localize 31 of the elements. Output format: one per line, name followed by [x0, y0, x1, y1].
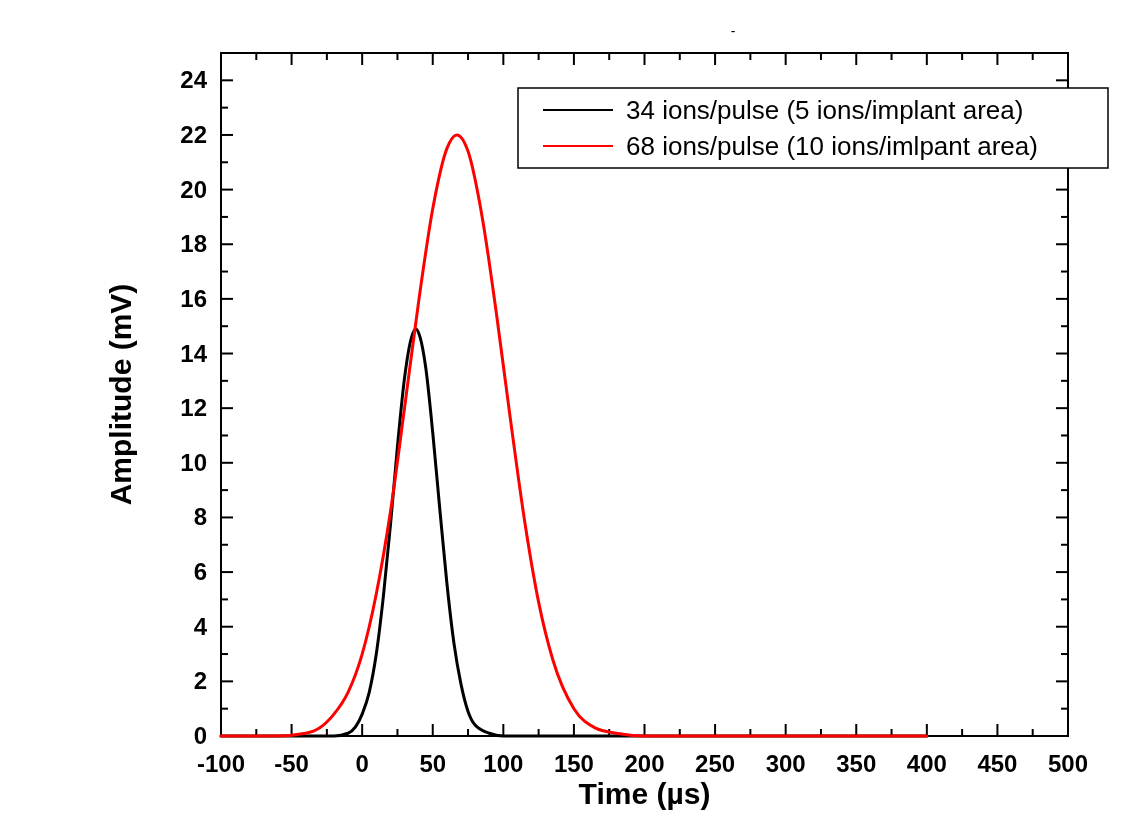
legend-label: 34 ions/pulse (5 ions/implant area): [626, 95, 1024, 125]
y-tick-label: 4: [193, 612, 208, 640]
x-tick-label: 0: [355, 750, 369, 777]
x-tick-label: -100: [196, 750, 246, 777]
y-tick-label: 2: [193, 667, 207, 695]
x-tick-label: 150: [553, 750, 594, 777]
x-tick-label: 350: [836, 750, 877, 777]
y-tick-label: 8: [193, 503, 207, 531]
x-tick-label: 200: [624, 750, 665, 777]
x-tick-label: 400: [906, 750, 947, 777]
legend-label: 68 ions/pulse (10 ions/imlpant area): [626, 131, 1038, 161]
x-tick-label: 100: [483, 750, 524, 777]
y-tick-label: 0: [193, 722, 207, 749]
x-axis-title: Time (µs): [578, 777, 711, 810]
y-tick-label: 10: [180, 448, 207, 476]
x-tick-label: 500: [1047, 750, 1089, 777]
y-tick-label: 20: [180, 175, 207, 203]
x-tick-label: 450: [977, 750, 1018, 777]
y-tick-label: 24: [180, 66, 208, 94]
y-tick-label: 18: [180, 230, 207, 258]
x-tick-label: 50: [419, 750, 447, 777]
y-tick-label: 16: [180, 284, 207, 312]
chart-title: -: [730, 23, 736, 39]
x-tick-label: 250: [695, 750, 736, 777]
y-axis-title: Amplitude (mV): [104, 283, 137, 506]
y-tick-label: 22: [180, 120, 207, 148]
x-tick-label: -50: [274, 750, 309, 777]
x-tick-label: 300: [765, 750, 806, 777]
y-tick-label: 6: [193, 558, 207, 586]
y-tick-label: 12: [180, 394, 207, 422]
y-tick-label: 14: [180, 339, 208, 367]
